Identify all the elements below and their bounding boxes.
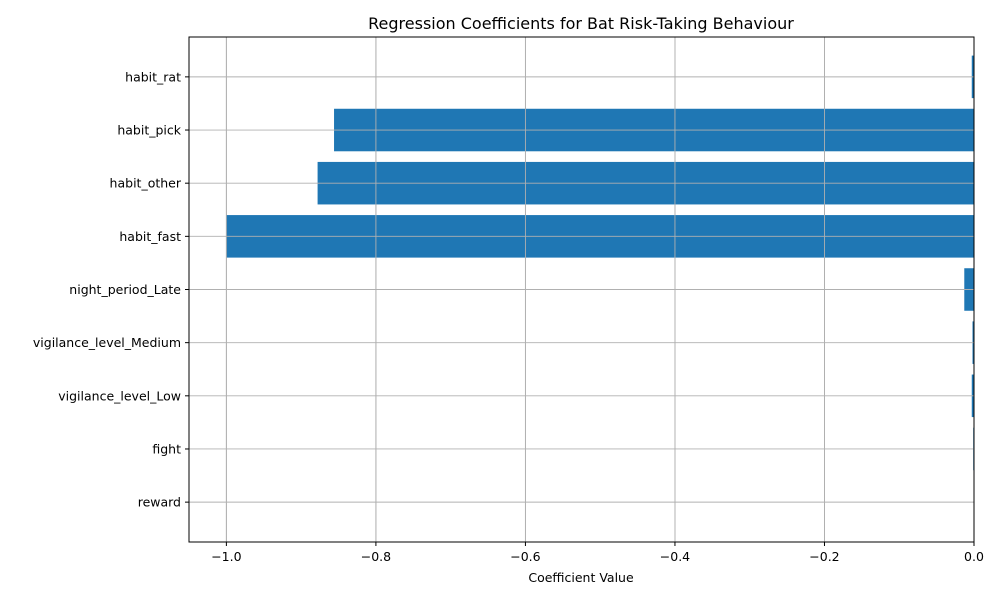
- y-tick-label: night_period_Late: [69, 282, 181, 297]
- x-tick-label: −0.4: [660, 549, 690, 564]
- y-tick-label: vigilance_level_Medium: [33, 335, 181, 350]
- y-tick-label: habit_fast: [119, 229, 181, 244]
- y-tick-label: fight: [152, 441, 181, 456]
- y-tick-label: habit_other: [110, 176, 182, 191]
- x-axis-label: Coefficient Value: [528, 570, 634, 585]
- y-axis-ticks: reward fight vigilance_level_Low vigilance_…: [33, 69, 189, 510]
- y-tick-label: habit_rat: [125, 69, 181, 84]
- chart-title: Regression Coefficients for Bat Risk-Tak…: [368, 14, 794, 33]
- x-tick-label: −0.8: [361, 549, 391, 564]
- x-tick-label: −0.2: [809, 549, 839, 564]
- y-tick-label: reward: [138, 495, 181, 510]
- x-tick-label: 0.0: [964, 549, 984, 564]
- x-tick-label: −0.6: [510, 549, 540, 564]
- bars: [189, 37, 975, 542]
- y-tick-label: habit_pick: [117, 123, 181, 138]
- x-tick-label: −1.0: [211, 549, 241, 564]
- x-axis-ticks: −1.0 −0.8 −0.6 −0.4 −0.2 0.0: [211, 542, 984, 564]
- y-tick-label: vigilance_level_Low: [58, 388, 181, 403]
